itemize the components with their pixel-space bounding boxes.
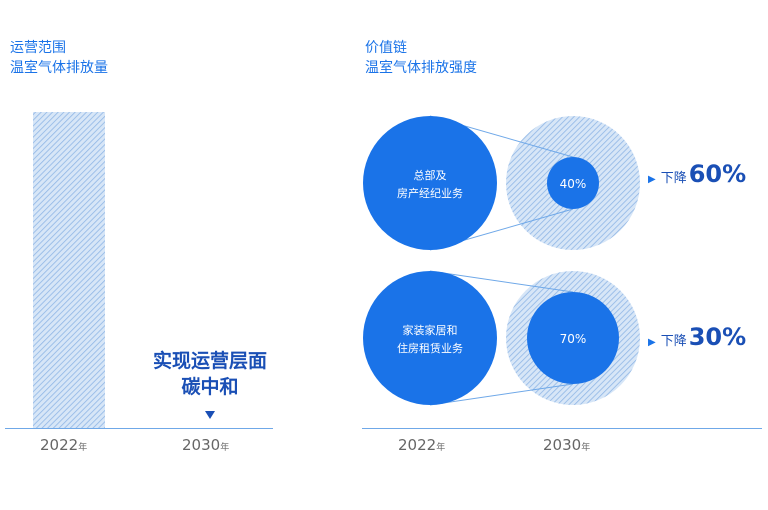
down-triangle-icon bbox=[205, 411, 215, 419]
reduction-2-value: 30% bbox=[688, 323, 747, 351]
right-tick-2030: 2030年 bbox=[543, 436, 591, 454]
bubble-2022-1 bbox=[363, 116, 497, 250]
reduction-1-text: 下降 bbox=[660, 171, 687, 186]
left-tick-2022: 2022年 bbox=[40, 436, 88, 454]
right-title-line-1: 价值链 bbox=[365, 40, 407, 56]
left-title-line-2: 温室气体排放量 bbox=[10, 60, 108, 76]
value-label-1: 40% bbox=[560, 177, 587, 191]
note-line-1: 实现运营层面 bbox=[152, 350, 267, 372]
bubble-2030-1 bbox=[547, 157, 599, 209]
left-tick-2030: 2030年 bbox=[182, 436, 230, 454]
right-title-line-2: 温室气体排放强度 bbox=[365, 60, 477, 76]
note-line-2: 碳中和 bbox=[181, 376, 239, 398]
reduction-2-text: 下降 bbox=[660, 334, 687, 349]
play-arrow-icon: ▶ bbox=[648, 337, 656, 348]
left-x-axis bbox=[5, 428, 273, 429]
play-arrow-icon: ▶ bbox=[648, 174, 656, 185]
value-label-2: 70% bbox=[560, 332, 587, 346]
series-name-1-line-2: 房产经纪业务 bbox=[397, 186, 463, 200]
reduction-label-2: ▶ 下降 30% bbox=[648, 323, 746, 351]
reduction-label-1: ▶ 下降 60% bbox=[648, 160, 746, 188]
bubble-2022-2 bbox=[363, 271, 497, 405]
right-chart-title: 价值链 温室气体排放强度 bbox=[365, 38, 477, 78]
right-x-axis bbox=[362, 428, 762, 429]
series-name-2-line-2: 住房租赁业务 bbox=[397, 341, 463, 355]
left-title-line-1: 运营范围 bbox=[10, 40, 66, 56]
reduction-1-value: 60% bbox=[688, 160, 747, 188]
carbon-neutral-note: 实现运营层面 碳中和 bbox=[140, 348, 280, 400]
right-tick-2022: 2022年 bbox=[398, 436, 446, 454]
bubble-2030-2 bbox=[527, 292, 619, 384]
connector-top-2 bbox=[429, 270, 574, 293]
series-name-1-line-1: 总部及 bbox=[414, 168, 447, 182]
connector-bottom-2 bbox=[429, 383, 574, 406]
series-name-2-line-1: 家装家居和 bbox=[403, 323, 458, 337]
left-chart-title: 运营范围 温室气体排放量 bbox=[10, 38, 108, 78]
bar-2022 bbox=[33, 112, 105, 428]
